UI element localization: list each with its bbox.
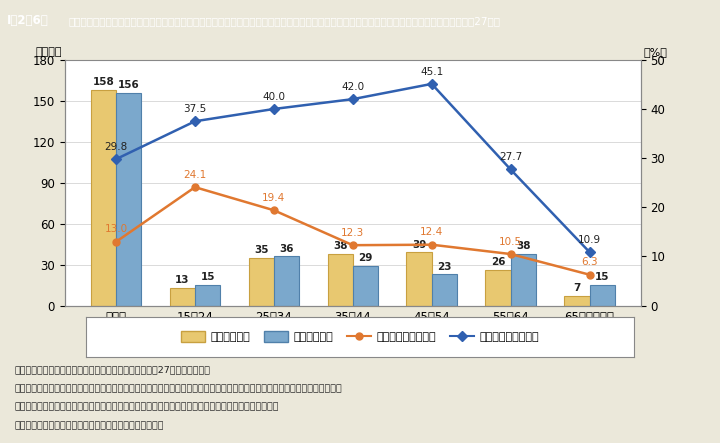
Text: 27.7: 27.7 <box>499 152 522 162</box>
Text: 23: 23 <box>437 261 451 272</box>
Text: （万人）: （万人） <box>35 47 62 57</box>
Text: 12.4: 12.4 <box>420 227 444 237</box>
Text: 13.0: 13.0 <box>104 224 127 234</box>
Text: 24.1: 24.1 <box>184 170 207 180</box>
Text: 12.3: 12.3 <box>341 228 364 238</box>
Text: 13: 13 <box>175 275 189 285</box>
Text: 6.3: 6.3 <box>581 257 598 267</box>
Text: I－2－6図: I－2－6図 <box>7 15 49 27</box>
Bar <box>590 285 615 306</box>
Bar <box>353 266 378 306</box>
Text: 35: 35 <box>254 245 269 255</box>
Text: 10.5: 10.5 <box>499 237 522 247</box>
Text: 38: 38 <box>516 241 531 251</box>
Text: 42.0: 42.0 <box>341 82 364 92</box>
Text: 29.8: 29.8 <box>104 142 127 152</box>
Bar <box>485 270 510 306</box>
Text: 15: 15 <box>200 272 215 283</box>
Bar <box>510 254 536 306</box>
Text: ３．年齢計は，各年齢階級の合計人数及び割合。: ３．年齢計は，各年齢階級の合計人数及び割合。 <box>14 421 164 430</box>
Text: （備考）１．総務省「労働力調査（詳細集計）」（平成27年）より作成。: （備考）１．総務省「労働力調査（詳細集計）」（平成27年）より作成。 <box>14 365 210 374</box>
Text: 15: 15 <box>595 272 609 283</box>
Text: 29: 29 <box>359 253 373 263</box>
Text: 40.0: 40.0 <box>262 92 285 101</box>
Bar <box>564 296 590 306</box>
Text: 36: 36 <box>279 244 294 254</box>
Text: ２．非正規の職員・従業員（現職の雇用形態についている理由が不明である者を除く。）のうち，現職の雇用形態につ: ２．非正規の職員・従業員（現職の雇用形態についている理由が不明である者を除く。）… <box>14 384 342 393</box>
Text: （%）: （%） <box>644 47 667 57</box>
Legend: 人数（女性）, 人数（男性）, 割合（女性，右軸）, 割合（男性，右軸）: 人数（女性）, 人数（男性）, 割合（女性，右軸）, 割合（男性，右軸） <box>176 326 544 347</box>
Bar <box>248 258 274 306</box>
Bar <box>274 256 299 306</box>
Text: 10.9: 10.9 <box>578 235 601 245</box>
Text: いている主な理由が「正規の職員・従業員の仕事がないから」とする者の人数及び割合。: いている主な理由が「正規の職員・従業員の仕事がないから」とする者の人数及び割合。 <box>14 403 279 412</box>
Text: 26: 26 <box>491 257 505 268</box>
Bar <box>91 90 116 306</box>
Bar <box>432 274 457 306</box>
Bar <box>328 254 353 306</box>
Text: 7: 7 <box>573 284 580 293</box>
Text: 38: 38 <box>333 241 348 251</box>
Bar <box>170 288 195 306</box>
Bar <box>195 285 220 306</box>
Text: 45.1: 45.1 <box>420 66 444 77</box>
Text: 非正規雇用者のうち，現職の雇用形態についている主な理由が「正規の職員・従業員の仕事がないから」とする者の人数及び割合（男女別，平成27年）: 非正規雇用者のうち，現職の雇用形態についている主な理由が「正規の職員・従業員の仕… <box>68 16 500 26</box>
Bar <box>116 93 141 306</box>
Text: 37.5: 37.5 <box>184 104 207 114</box>
Text: 19.4: 19.4 <box>262 193 286 203</box>
Text: 156: 156 <box>118 80 140 90</box>
Text: 39: 39 <box>412 240 426 250</box>
Bar <box>407 253 432 306</box>
Text: 158: 158 <box>93 77 114 87</box>
